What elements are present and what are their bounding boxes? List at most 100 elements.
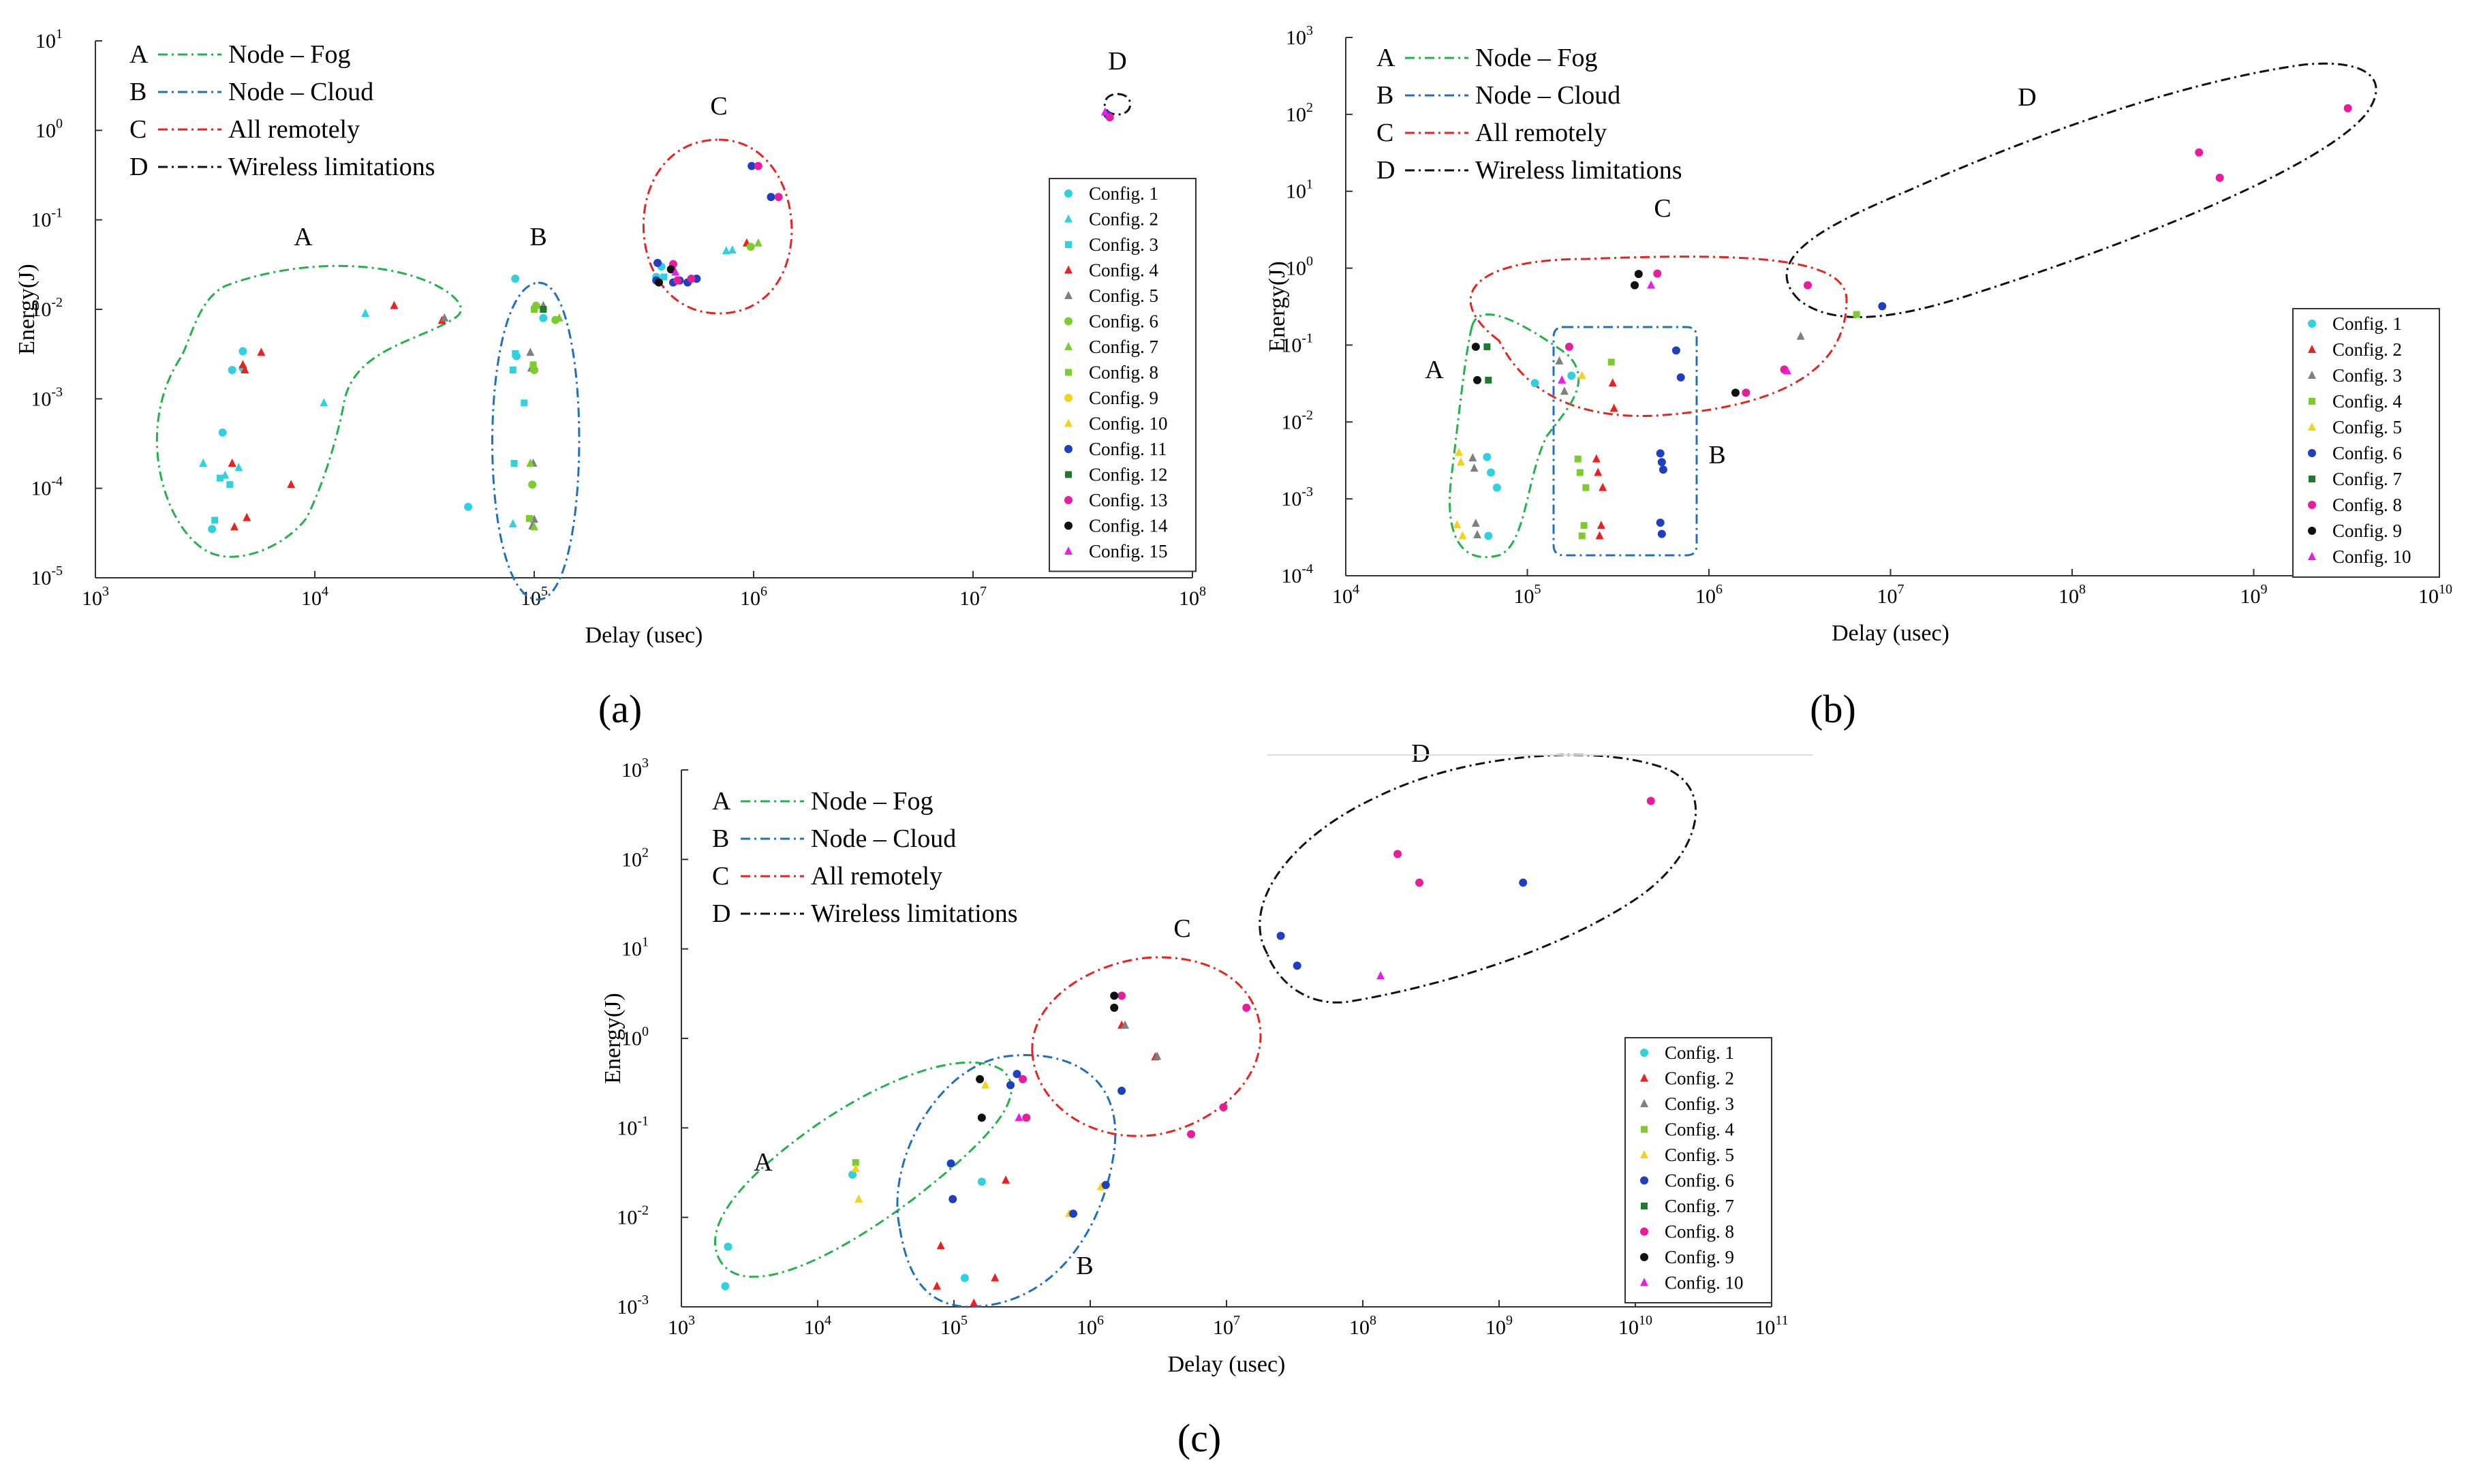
data-point-5 <box>1577 371 1586 380</box>
y-tick-label: 10-3 <box>617 1293 649 1318</box>
data-point-7 <box>555 313 564 322</box>
data-point-3 <box>1796 331 1805 340</box>
data-point-8 <box>1646 797 1655 805</box>
cluster-a-ellipse <box>156 264 462 558</box>
legend-label: Config. 9 <box>1665 1247 1734 1267</box>
legend-label: Config. 10 <box>2332 546 2411 567</box>
data-point-4 <box>1578 532 1586 540</box>
data-point-9 <box>1473 375 1482 384</box>
data-point-13 <box>673 276 682 285</box>
group-legend-letter: A <box>129 40 149 69</box>
data-point-3 <box>1473 530 1482 539</box>
legend-marker-3 <box>1640 1099 1648 1107</box>
data-point-8 <box>1219 1103 1228 1112</box>
data-point-8 <box>2343 104 2352 112</box>
legend-marker-7 <box>2309 476 2315 482</box>
data-point-6 <box>1656 519 1665 527</box>
cluster-label-d: D <box>1411 739 1430 768</box>
data-point-2 <box>728 245 737 253</box>
data-point-6 <box>1006 1081 1015 1089</box>
group-legend-letter: D <box>129 153 148 181</box>
data-point-1 <box>1567 371 1576 380</box>
data-point-1 <box>1487 468 1496 477</box>
data-point-4 <box>241 365 249 374</box>
legend-label: Config. 6 <box>2332 443 2402 463</box>
data-point-2 <box>1002 1175 1011 1184</box>
data-point-5 <box>1456 457 1465 466</box>
data-point-10 <box>1783 366 1791 375</box>
group-legend-label: Node – Cloud <box>811 824 956 853</box>
data-point-6 <box>1013 1070 1021 1079</box>
data-point-8 <box>1242 1004 1251 1012</box>
data-point-8 <box>529 361 537 369</box>
data-point-8 <box>1564 342 1573 351</box>
legend-marker-11 <box>1064 445 1073 453</box>
data-point-1 <box>1530 379 1539 388</box>
legend-marker-10 <box>2308 552 2316 560</box>
data-point-8 <box>2195 148 2204 157</box>
data-point-3 <box>1560 386 1569 395</box>
legend-label: Config. 4 <box>2332 391 2403 412</box>
data-point-6 <box>1519 878 1528 887</box>
group-legend-letter: C <box>129 115 146 144</box>
data-point-4 <box>287 480 296 489</box>
legend-marker-14 <box>1064 521 1073 530</box>
data-point-2 <box>320 398 328 407</box>
legend-label: Config. 8 <box>2332 495 2402 515</box>
data-point-2 <box>970 1298 978 1307</box>
data-point-14 <box>666 265 675 274</box>
legend-label: Config. 2 <box>2332 339 2402 360</box>
data-point-2 <box>1608 378 1617 387</box>
legend-marker-4 <box>1641 1126 1648 1133</box>
legend-label: Config. 3 <box>1665 1094 1734 1114</box>
data-point-4 <box>228 459 236 467</box>
data-point-1 <box>1484 531 1493 540</box>
legend-marker-1 <box>2308 320 2316 328</box>
group-legend-label: Wireless limitations <box>228 153 435 181</box>
y-axis-label: Energy(J) <box>14 264 40 354</box>
legend-label: Config. 7 <box>1089 337 1158 357</box>
data-point-1 <box>977 1177 986 1186</box>
data-point-8 <box>1803 281 1812 290</box>
cluster-label-c: C <box>1173 914 1190 943</box>
group-legend-letter: D <box>712 899 730 928</box>
data-point-4 <box>1607 358 1615 366</box>
data-point-8 <box>2215 173 2224 182</box>
legend-marker-3 <box>2308 371 2316 379</box>
group-legend-letter: C <box>712 862 729 891</box>
legend-marker-8 <box>1065 369 1072 376</box>
legend-label: Config. 5 <box>2332 417 2402 437</box>
legend-marker-4 <box>2309 398 2315 405</box>
data-point-6 <box>1657 458 1666 467</box>
legend-label: Config. 11 <box>1089 439 1167 459</box>
legend-marker-9 <box>2308 527 2316 535</box>
legend-marker-8 <box>2308 501 2316 509</box>
data-point-5 <box>1458 531 1467 540</box>
data-point-8 <box>1742 388 1751 397</box>
data-point-4 <box>390 300 399 309</box>
data-point-6 <box>1659 465 1667 474</box>
data-point-4 <box>1580 522 1588 529</box>
data-point-8 <box>1415 878 1423 887</box>
legend-label: Config. 10 <box>1089 414 1168 434</box>
data-point-1 <box>464 502 473 511</box>
data-point-6 <box>1117 1086 1126 1095</box>
panel-b: 104 105 106 107 108 109 101010-410-310-210-110… <box>1265 23 2452 731</box>
legend-marker-10 <box>1640 1278 1648 1286</box>
group-legend-letter: D <box>1376 156 1395 185</box>
legend-label: Config. 8 <box>1089 362 1158 383</box>
cluster-label-b: B <box>1708 441 1725 469</box>
cluster-label-a: A <box>1425 356 1444 384</box>
y-tick-label: 10-5 <box>31 563 63 589</box>
data-point-2 <box>199 459 208 467</box>
data-point-12 <box>540 306 547 313</box>
x-axis-label: Delay (usec) <box>585 623 703 648</box>
data-point-2 <box>234 463 243 472</box>
data-point-14 <box>654 278 663 287</box>
data-point-3 <box>521 399 528 407</box>
data-point-1 <box>1492 483 1501 492</box>
data-point-2 <box>936 1241 945 1250</box>
cluster-d-ellipse <box>1785 62 2377 318</box>
data-point-4 <box>852 1159 859 1166</box>
cluster-label-c: C <box>710 92 727 121</box>
